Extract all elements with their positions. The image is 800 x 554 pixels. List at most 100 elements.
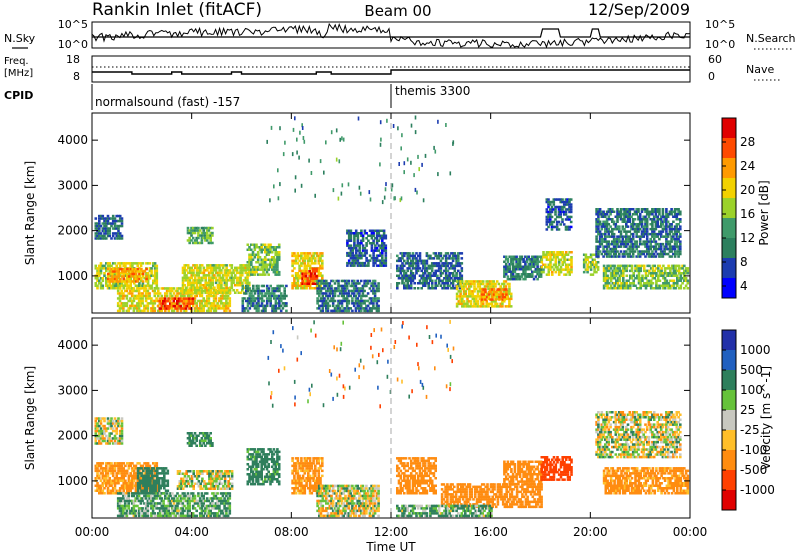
power-cell <box>246 261 250 264</box>
power-cell <box>464 295 468 298</box>
power-cell <box>562 203 566 206</box>
power-cell <box>515 277 518 281</box>
power-cell <box>675 242 679 246</box>
power-cell <box>547 200 550 204</box>
power-cell <box>461 302 464 306</box>
power-cell <box>359 287 363 290</box>
power-cell <box>185 276 188 280</box>
power-cell <box>503 298 506 301</box>
power-cell <box>317 269 321 273</box>
power-cell <box>349 237 353 240</box>
power-cell <box>220 279 223 282</box>
power-cell <box>673 232 677 236</box>
power-cell <box>616 277 620 280</box>
power-cell <box>609 213 612 216</box>
velocity-cell <box>99 427 103 430</box>
power-cell <box>126 267 129 271</box>
power-cell <box>359 297 363 300</box>
power-cell <box>618 279 622 282</box>
power-cell <box>542 268 545 271</box>
power-cell <box>564 273 568 276</box>
power-cell <box>253 304 257 308</box>
power-cell <box>607 252 611 256</box>
power-cell <box>363 264 367 267</box>
power-cell <box>686 272 690 275</box>
power-cell <box>185 286 188 289</box>
power-cell <box>411 252 415 255</box>
power-cell <box>551 258 554 261</box>
power-cell <box>606 269 609 273</box>
power-cell <box>625 269 629 273</box>
power-cell <box>606 267 609 270</box>
power-cell <box>450 264 453 268</box>
power-cell <box>399 264 403 268</box>
power-cell <box>430 262 434 265</box>
power-cell <box>494 302 497 306</box>
power-cell <box>462 295 466 298</box>
power-cell <box>432 264 436 268</box>
power-cell <box>628 220 632 223</box>
power-cell <box>646 264 649 268</box>
power-cell <box>642 242 645 246</box>
power-cell <box>207 234 211 237</box>
power-cell <box>441 257 444 260</box>
power-cell <box>263 263 267 266</box>
power-cell <box>207 297 211 300</box>
power-cell <box>499 302 502 306</box>
power-cell <box>107 277 110 281</box>
power-cell <box>316 292 319 295</box>
power-cell <box>183 276 186 280</box>
power-cell <box>607 245 611 248</box>
power-cell <box>602 287 606 290</box>
power-cell <box>527 268 531 271</box>
power-cell <box>178 287 181 290</box>
power-cell <box>448 284 451 287</box>
power-cell <box>453 277 457 280</box>
power-cell <box>670 264 674 268</box>
power-cell <box>547 258 551 261</box>
power-cell <box>358 302 361 305</box>
power-cell <box>672 210 675 213</box>
power-cell <box>384 244 388 247</box>
power-cell <box>595 240 598 243</box>
power-cell <box>630 274 634 277</box>
power-cell <box>564 213 568 216</box>
power-cell <box>382 259 386 262</box>
power-cell <box>298 259 301 263</box>
power-cell <box>555 228 559 231</box>
power-cell <box>597 232 600 236</box>
power-cell <box>662 282 665 285</box>
power-cell <box>349 251 353 255</box>
power-cell <box>140 272 143 276</box>
power-cell <box>542 251 545 254</box>
power-cell <box>570 268 573 271</box>
power-cell <box>248 287 252 290</box>
power-cell <box>223 302 226 305</box>
power-cell <box>628 250 632 253</box>
power-cell <box>504 270 508 273</box>
power-cell <box>648 272 651 275</box>
power-cell <box>564 251 568 254</box>
power-cell <box>503 270 506 273</box>
power-cell <box>416 269 420 273</box>
power-cell <box>663 252 666 256</box>
power-cell <box>408 284 411 287</box>
power-cell <box>618 210 621 213</box>
power-cell <box>627 264 630 268</box>
power-cell <box>172 309 176 313</box>
power-cell <box>192 289 195 292</box>
power-cell <box>679 225 682 228</box>
power-cell <box>632 272 635 275</box>
power-cell <box>294 287 298 290</box>
power-cell <box>113 267 117 271</box>
power-cell <box>323 297 326 300</box>
power-cell <box>564 208 568 211</box>
power-cell <box>164 309 167 313</box>
power-cell <box>494 298 498 301</box>
power-cell <box>122 267 126 271</box>
power-cell <box>134 307 137 310</box>
power-cell <box>250 273 253 276</box>
power-cell <box>515 260 518 263</box>
power-cell <box>668 227 672 231</box>
power-cell <box>245 287 248 290</box>
